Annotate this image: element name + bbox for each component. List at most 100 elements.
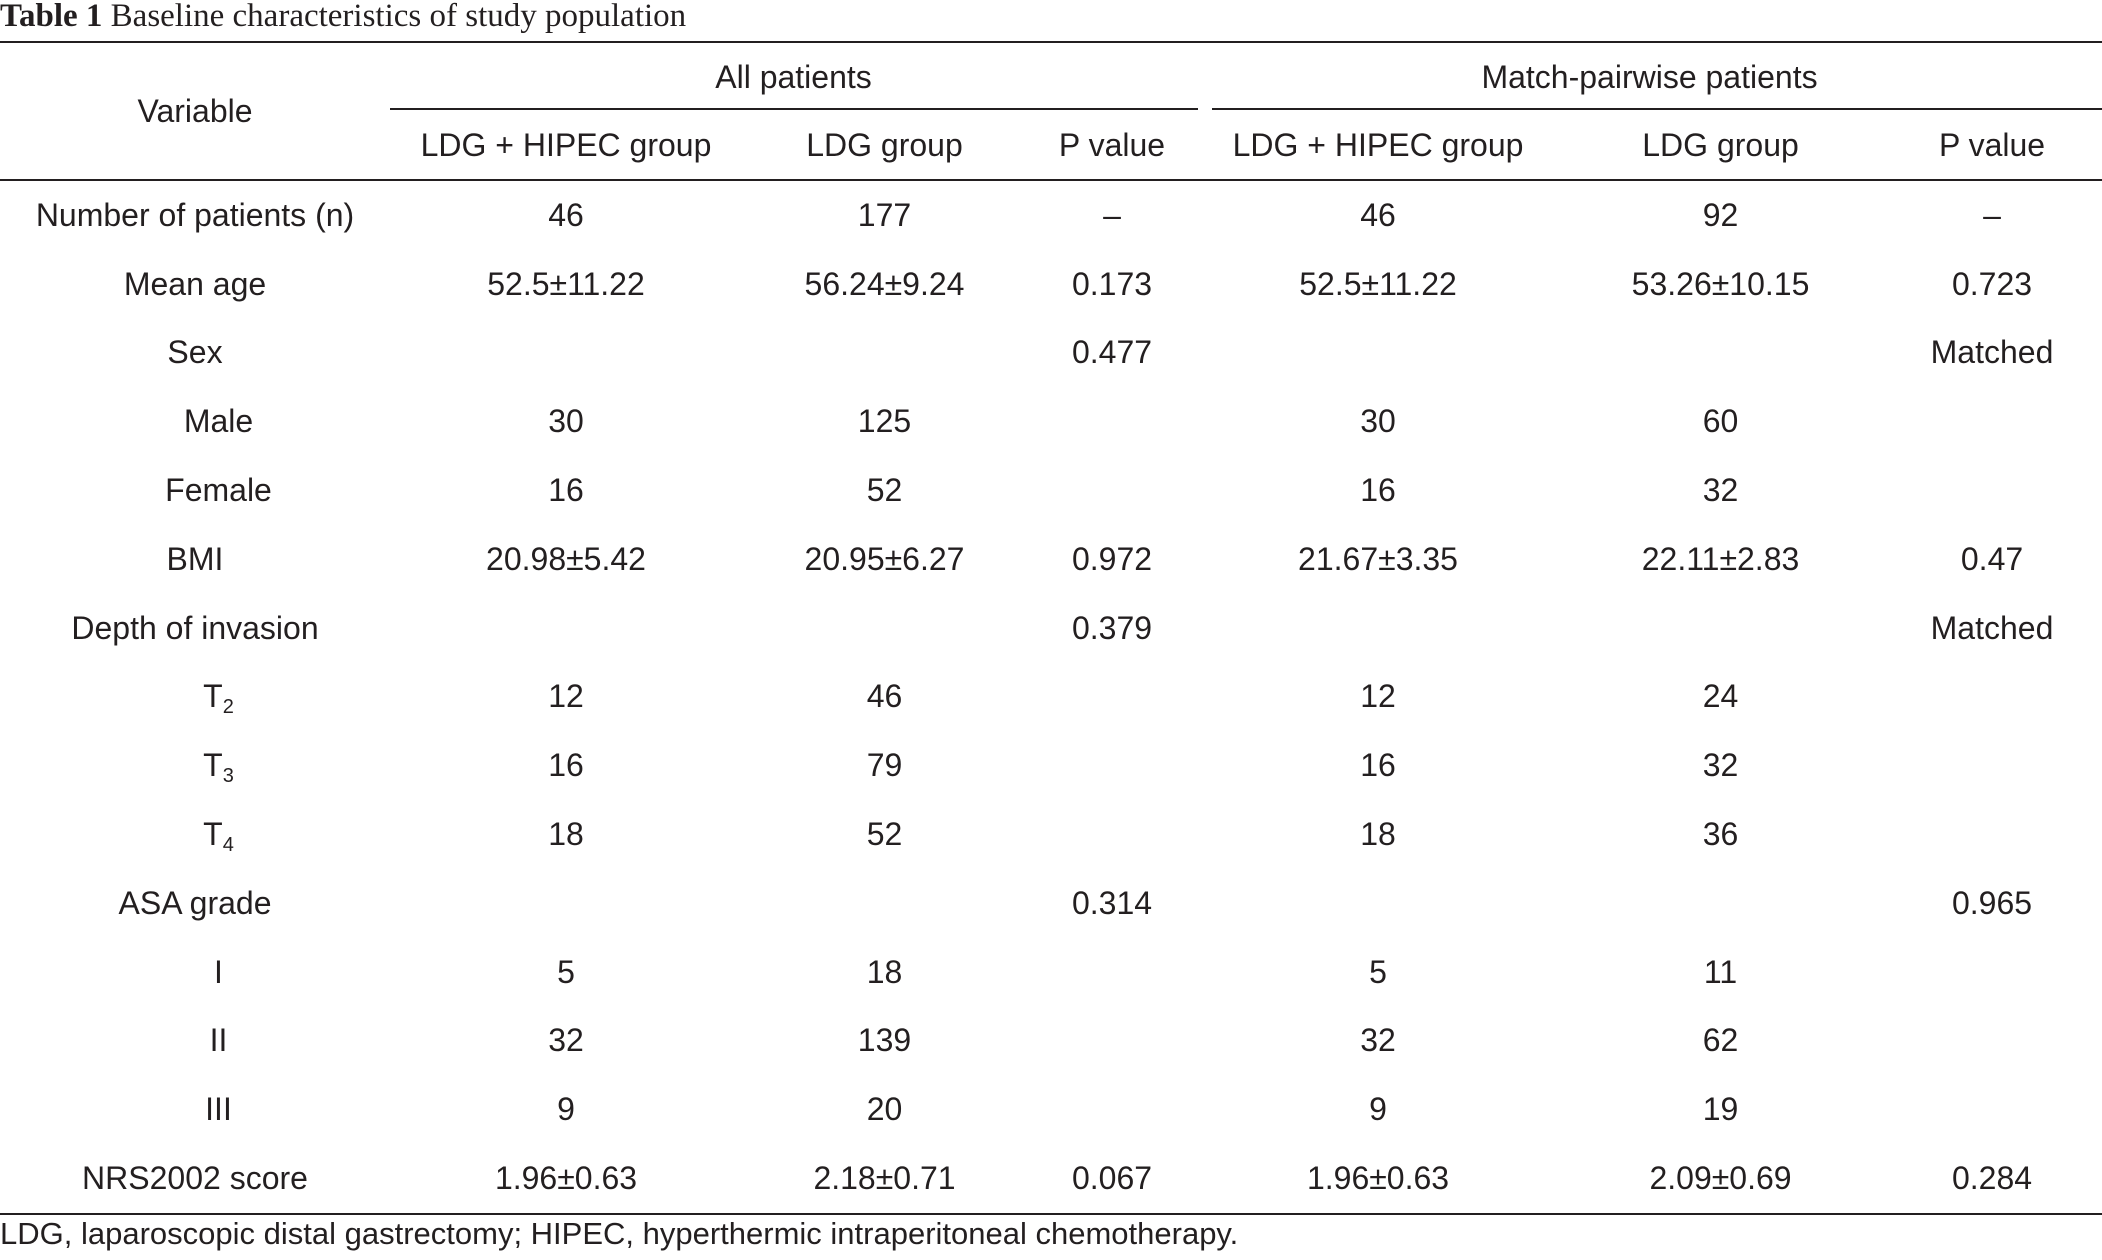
table-row: Depth of invasion 0.379 Matched (0, 594, 2102, 663)
row-label-text: NRS2002 score (82, 1160, 308, 1197)
table-cell (1882, 800, 2102, 869)
row-label-subscript: 4 (222, 834, 234, 857)
row-label-text: II (209, 1022, 228, 1059)
table-cell (1027, 1007, 1197, 1076)
table-cell (1027, 456, 1197, 525)
table-cell (742, 594, 1027, 663)
table-cell: 62 (1702, 1022, 1739, 1059)
table-cell: 36 (1702, 816, 1739, 853)
table-footnote: LDG, laparoscopic distal gastrectomy; HI… (0, 1216, 1239, 1251)
table-cell: 46 (866, 678, 903, 715)
row-label: Female (0, 456, 390, 525)
table-cell: 2.09±0.69 (1649, 1160, 1792, 1197)
row-label-text: Mean age (123, 265, 267, 302)
table-cell: 30 (548, 403, 584, 440)
table-cell: 0.47 (1960, 540, 2024, 577)
table-cell: 0.173 (1071, 265, 1153, 302)
table-header: Variable All patients Match-pairwise pat… (0, 42, 2102, 180)
table-cell (1027, 938, 1197, 1007)
table-cell (1882, 731, 2102, 800)
table-cell: 12 (548, 678, 584, 715)
table-row: Female 16 52 16 32 (0, 456, 2102, 525)
table-cell: 32 (548, 1022, 584, 1059)
row-label-text: Depth of invasion (71, 609, 319, 646)
table-cell: 1.96±0.63 (494, 1160, 638, 1197)
table-row: III 9 20 9 19 (0, 1075, 2102, 1144)
row-label-text: T (203, 816, 223, 853)
table-cell (1197, 869, 1559, 938)
table-cell: 79 (866, 747, 903, 784)
row-label: T3 (0, 731, 390, 800)
table-caption: Table 1 Baseline characteristics of stud… (0, 0, 686, 40)
table-cell: 0.314 (1071, 884, 1153, 921)
table-cell: 30 (1360, 403, 1396, 440)
table-cell: 18 (548, 816, 584, 853)
row-label-text: T (203, 747, 223, 784)
table-cell (1882, 663, 2102, 732)
table-cell: 46 (1360, 196, 1396, 233)
table-cell (1027, 387, 1197, 456)
table-cell: 0.723 (1951, 265, 2033, 302)
row-label: Depth of invasion (0, 594, 390, 663)
row-label: II (0, 1007, 390, 1076)
table-cell: 92 (1702, 196, 1739, 233)
table-cell: 12 (1360, 678, 1396, 715)
row-label: BMI (0, 525, 390, 594)
table-caption-text: Baseline characteristics of study popula… (110, 0, 687, 34)
table-cell: 22.11±2.83 (1641, 540, 1800, 577)
row-label-text: III (205, 1091, 232, 1128)
row-label-subscript: 3 (222, 765, 234, 788)
table-cell (1027, 663, 1197, 732)
header-group-match-pairwise: Match-pairwise patients (1481, 58, 1818, 95)
table-cell: 19 (1702, 1091, 1739, 1128)
table-cell: 32 (1360, 1022, 1396, 1059)
table-cell: 32 (1702, 472, 1739, 509)
table-cell: 20 (866, 1091, 903, 1128)
table-cell (1882, 456, 2102, 525)
table-body: Number of patients (n) 46 177 – 46 92 – Mean ag… (0, 180, 2102, 1214)
table-cell (390, 319, 742, 388)
table-cell: 52 (866, 472, 903, 509)
table-cell: – (1983, 196, 2001, 233)
row-label: T2 (0, 663, 390, 732)
table-cell (1027, 1075, 1197, 1144)
table-cell: 0.067 (1071, 1160, 1153, 1197)
table-cell: 11 (1703, 953, 1738, 990)
table-cell: 125 (857, 403, 912, 440)
row-label: III (0, 1075, 390, 1144)
table-cell (742, 319, 1027, 388)
table-cell (1882, 1075, 2102, 1144)
table-row: ASA grade 0.314 0.965 (0, 869, 2102, 938)
table-cell: 9 (557, 1091, 575, 1128)
table-cell: 24 (1702, 678, 1739, 715)
table-cell: 5 (1369, 953, 1387, 990)
table-cell: – (1103, 196, 1121, 233)
table-caption-label: Table 1 (0, 0, 103, 34)
table-cell: 53.26±10.15 (1631, 265, 1810, 302)
table-cell: 0.965 (1951, 884, 2033, 921)
table-row: Male 30 125 30 60 (0, 387, 2102, 456)
table-cell: 0.972 (1071, 540, 1153, 577)
table-cell: 177 (857, 196, 912, 233)
table-cell: 18 (866, 953, 903, 990)
table-cell: 16 (548, 472, 584, 509)
table-row: T2 12 46 12 24 (0, 663, 2102, 732)
table-cell (1559, 594, 1882, 663)
table-row: Mean age 52.5±11.22 56.24±9.24 0.173 52.5±11… (0, 250, 2102, 319)
row-label-text: Male (183, 403, 254, 440)
baseline-characteristics-table: Variable All patients Match-pairwise pat… (0, 41, 2102, 1215)
row-label: Mean age (0, 250, 390, 319)
table-cell: 52.5±11.22 (487, 265, 645, 302)
row-label-text: Number of patients (n) (35, 196, 355, 233)
table-cell (1882, 1007, 2102, 1076)
header-col-pvalue-matched: P value (1938, 126, 2046, 163)
row-label: Number of patients (n) (0, 180, 390, 250)
header-variable: Variable (137, 92, 253, 129)
row-label: Sex (0, 319, 390, 388)
row-label: Male (0, 387, 390, 456)
table-cell: 0.477 (1071, 334, 1153, 371)
table-cell: 18 (1360, 816, 1396, 853)
row-label-text: I (214, 953, 223, 990)
table-cell: 9 (1369, 1091, 1387, 1128)
row-label: NRS2002 score (0, 1144, 390, 1214)
